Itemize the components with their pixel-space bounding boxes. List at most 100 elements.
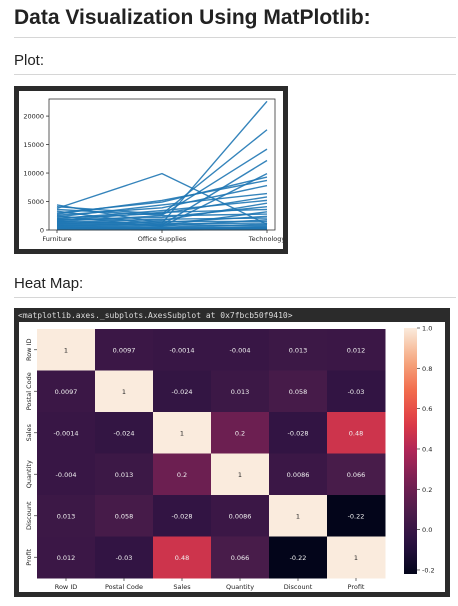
heatmap-cell [153, 453, 212, 496]
series-line-9 [56, 192, 268, 218]
series-line-21 [56, 222, 268, 226]
y-tick-label-5: Profit [25, 548, 33, 565]
heatmap-figure: <matplotlib.axes._subplots.AxesSubplot a… [14, 308, 450, 597]
series-line-6 [56, 179, 268, 215]
colorbar-tick-label-2: 0.6 [422, 405, 432, 413]
heatmap-cell [95, 536, 154, 579]
page-title: Data Visualization Using MatPlotlib: [14, 6, 371, 29]
heatmap-cell [95, 495, 154, 537]
x-tick-label-1: Postal Code [105, 583, 143, 591]
x-tick-label-4: Discount [284, 583, 313, 591]
heatmap-cell [211, 412, 270, 454]
x-tick-label-1: Office Supplies [138, 235, 187, 243]
heatmap-cell [153, 329, 212, 371]
heatmap-cell-label: -0.22 [290, 554, 307, 562]
heatmap-cell [153, 412, 212, 454]
axes-output-text: <matplotlib.axes._subplots.AxesSubplot a… [18, 311, 293, 320]
heatmap-cell [327, 495, 386, 537]
heatmap-heading: Heat Map: [14, 275, 84, 292]
heatmap-cell-label: -0.028 [288, 429, 309, 437]
heatmap-cell-label: 0.058 [289, 388, 308, 396]
heatmap-cell-label: 1 [64, 346, 68, 354]
x-tick-label-0: Row ID [55, 583, 78, 591]
heatmap-cell-label: -0.22 [348, 512, 365, 520]
heatmap-cell-label: 0.012 [57, 554, 76, 562]
heatmap-cell-label: 0.066 [347, 471, 366, 479]
heatmap-cell [37, 495, 96, 537]
y-tick-label-0: 0 [40, 227, 44, 235]
y-tick-label-4: 20000 [23, 113, 44, 121]
heatmap-cell-label: -0.028 [172, 512, 193, 520]
y-tick-label-2: 10000 [23, 170, 44, 178]
heatmap-cell-label: -0.004 [56, 471, 77, 479]
heatmap-cell [95, 329, 154, 371]
heatmap-cell-label: 0.2 [177, 471, 187, 479]
heatmap-cell [211, 536, 270, 579]
heatmap-cell [211, 370, 270, 413]
colorbar-tick-label-6: -0.2 [422, 566, 435, 574]
heatmap-cell [327, 453, 386, 496]
heatmap-cell-label: 1 [180, 429, 184, 437]
y-tick-label-1: Postal Code [25, 372, 33, 410]
y-tick-label-3: Quantity [25, 460, 33, 488]
colorbar-tick-label-4: 0.2 [422, 486, 432, 494]
series-line-16 [56, 213, 268, 223]
heatmap-cell [269, 412, 328, 454]
heatmap-cell [153, 495, 212, 537]
heatmap-cell [327, 536, 386, 579]
heatmap-cell-label: -0.004 [230, 346, 251, 354]
line-chart: 0 5000 10000 15000 20000 Furniture Office Supp… [23, 98, 285, 243]
x-tick-label-0: Furniture [42, 235, 71, 243]
heatmap-cell [269, 495, 328, 537]
divider [14, 74, 456, 75]
heatmap-cell-label: 1 [238, 471, 242, 479]
plot-heading: Plot: [14, 52, 45, 69]
series-line-14 [56, 208, 268, 222]
heatmap-cell [95, 453, 154, 496]
heatmap-cell-label: 0.0097 [55, 388, 78, 396]
heatmap-cell-label: -0.0014 [169, 346, 194, 354]
heatmap-cell [327, 370, 386, 413]
heatmap-cell [95, 370, 154, 413]
heatmap-cell [95, 412, 154, 454]
y-tick-label-2: Sales [25, 423, 33, 441]
colorbar-tick-label-3: 0.4 [422, 445, 432, 453]
heatmap-cell-label: -0.0014 [53, 429, 78, 437]
divider [14, 297, 456, 298]
heatmap-cell [211, 453, 270, 496]
heatmap-cell-label: 0.013 [231, 388, 250, 396]
heatmap-cell [327, 329, 386, 371]
colorbar-tick-label-0: 1.0 [422, 325, 432, 333]
heatmap-cell-label: -0.024 [114, 429, 135, 437]
heatmap-cell-label: -0.03 [116, 554, 133, 562]
heatmap-cell [37, 370, 96, 413]
heatmap-cell-label: 1 [122, 388, 126, 396]
heatmap-cell [37, 536, 96, 579]
heatmap-cell-label: -0.03 [348, 388, 365, 396]
heatmap-cell-label: 1 [354, 554, 358, 562]
colorbar-tick-label-1: 0.8 [422, 365, 432, 373]
series-line-20 [56, 220, 267, 225]
x-tick-label-2: Technology [248, 235, 283, 243]
y-tick-label-3: 15000 [23, 141, 44, 149]
heatmap-cell [269, 370, 328, 413]
series-line-23 [56, 224, 268, 227]
x-tick-label-5: Profit [348, 583, 365, 591]
heatmap-cell-label: 0.2 [235, 429, 245, 437]
heatmap-cell-label: 0.013 [57, 512, 76, 520]
y-tick-label-0: Row ID [25, 338, 33, 361]
colorbar [404, 328, 417, 574]
heatmap-cell-label: 0.012 [347, 346, 366, 354]
heatmap-cell-label: 0.0086 [229, 512, 252, 520]
line-plot-figure: 0 5000 10000 15000 20000 Furniture Office Supp… [14, 86, 288, 254]
series-lines [56, 100, 268, 231]
heatmap-cell-label: 0.013 [289, 346, 308, 354]
heatmap-cell [269, 329, 328, 371]
heatmap-cell-label: 0.0097 [113, 346, 136, 354]
heatmap-cell-label: 0.48 [175, 554, 189, 562]
heatmap-cell-label: 0.013 [115, 471, 134, 479]
heatmap-cell [153, 536, 212, 579]
heatmap-cell [37, 329, 96, 371]
heatmap-cell-label: 0.058 [115, 512, 134, 520]
heatmap-cell-label: 0.0086 [287, 471, 310, 479]
